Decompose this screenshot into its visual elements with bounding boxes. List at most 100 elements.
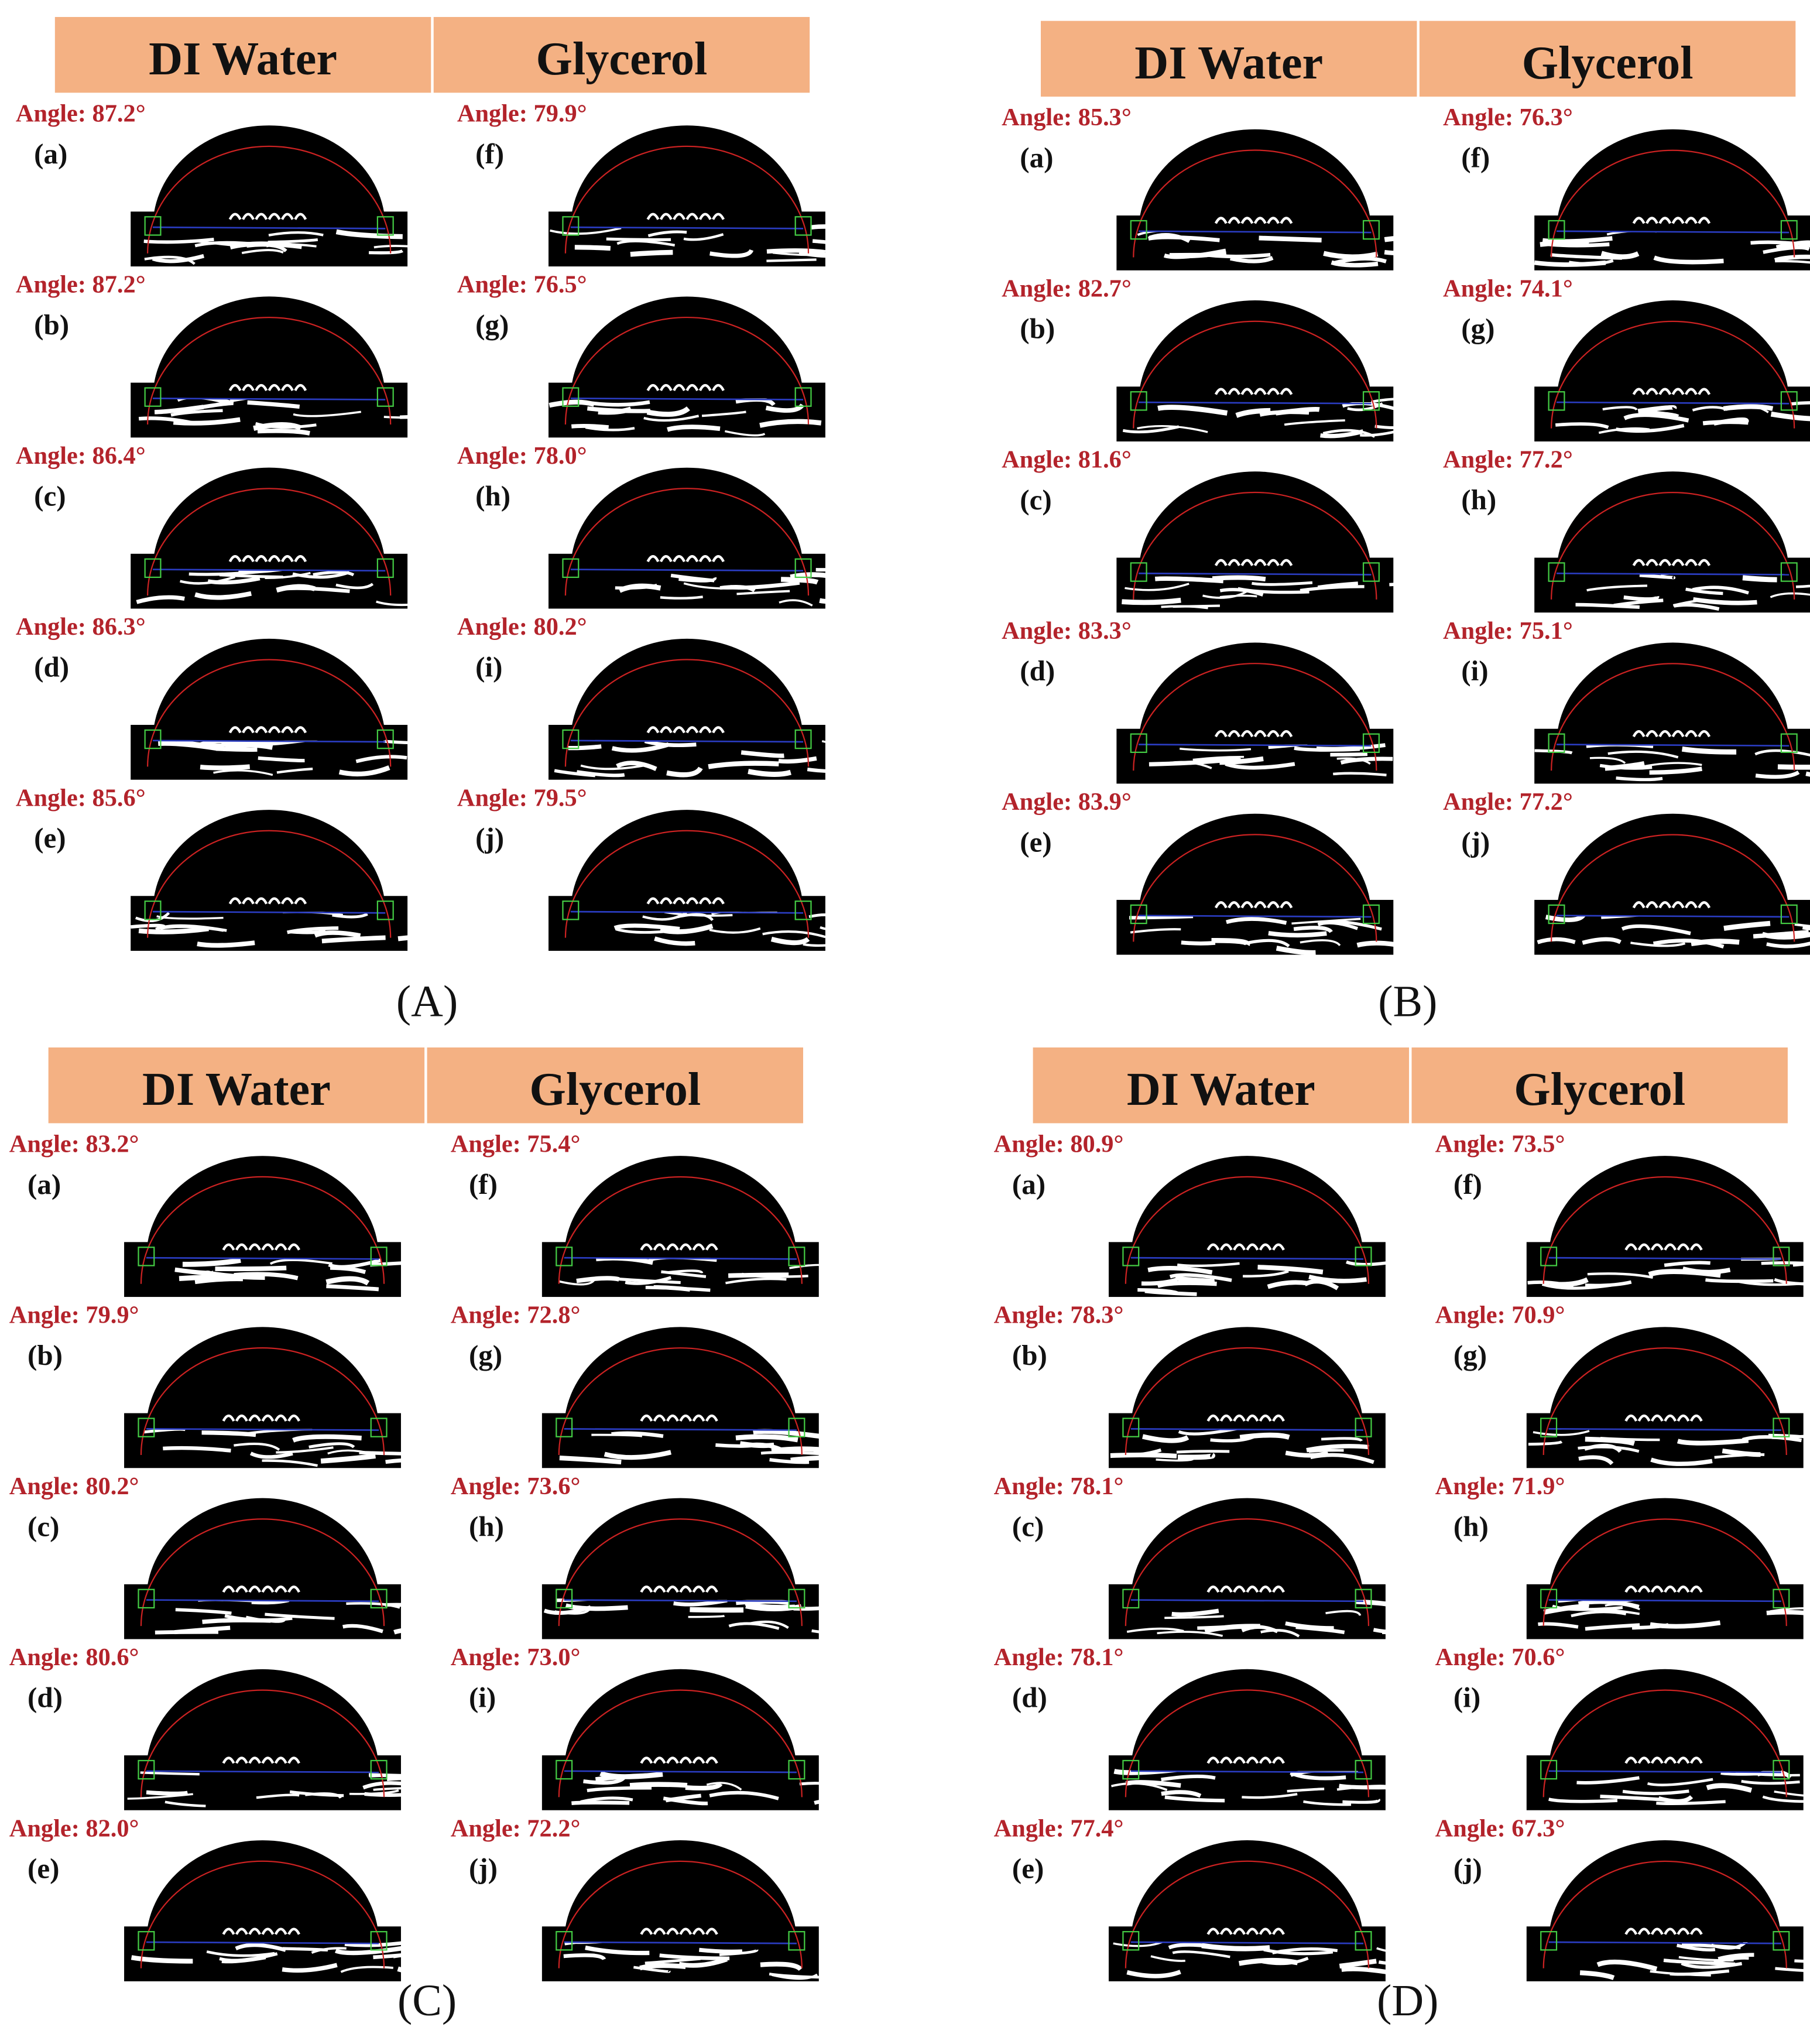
marker <box>1773 1588 1790 1609</box>
substrate-streak <box>1339 1959 1377 1969</box>
marker <box>556 1759 573 1780</box>
baseline <box>1139 401 1372 405</box>
sub-label: (d) <box>34 650 69 683</box>
substrate-streak <box>386 1775 441 1785</box>
column-header: Glycerol <box>1514 1063 1685 1115</box>
substrate-streak <box>807 765 871 773</box>
column-header: DI Water <box>1134 37 1323 89</box>
droplet-image <box>1108 1327 1386 1468</box>
substrate-streak <box>1252 581 1313 586</box>
reflection <box>1650 1927 1664 1935</box>
contact-angle: Angle: 74.1° <box>1443 275 1573 302</box>
substrate-streak <box>666 766 703 778</box>
contact-angle: Angle: 78.0° <box>457 442 587 470</box>
droplet-image <box>1108 1156 1418 1297</box>
reflection <box>1658 901 1672 909</box>
substrate-streak <box>1584 1443 1622 1453</box>
substrate-streak <box>1664 1261 1711 1267</box>
contact-angle: Angle: 71.9° <box>1435 1473 1565 1500</box>
marker <box>1362 220 1380 240</box>
substrate-streak <box>179 1273 248 1281</box>
substrate-streak <box>155 924 227 932</box>
substrate-streak <box>554 769 596 778</box>
reflection <box>1259 1414 1272 1422</box>
substrate-streak <box>683 233 724 241</box>
reflection <box>255 384 268 392</box>
reflection <box>679 1757 693 1764</box>
reflection <box>222 1243 235 1251</box>
substrate-streak <box>1384 245 1449 256</box>
contact-angle: Angle: 80.2° <box>457 613 587 641</box>
reflection <box>1650 1586 1664 1593</box>
substrate-streak <box>1630 941 1686 947</box>
reflection <box>646 726 660 734</box>
marker <box>1780 904 1798 925</box>
substrate-streak <box>1341 1966 1399 1977</box>
substrate-streak <box>1360 429 1401 437</box>
sub-label: (c) <box>28 1510 59 1542</box>
substrate-streak <box>1578 1455 1614 1466</box>
reflection <box>248 1586 262 1593</box>
substrate-streak <box>1727 405 1769 413</box>
substrate-streak <box>344 1940 410 1947</box>
substrate-streak <box>1663 1959 1736 1966</box>
sub-label: (i) <box>475 650 502 683</box>
reflection <box>268 555 281 563</box>
substrate-streak <box>332 912 368 919</box>
substrate-streak <box>249 1451 293 1459</box>
reflection <box>1689 1243 1703 1251</box>
reflection <box>1206 1757 1220 1764</box>
substrate-streak <box>585 1945 650 1956</box>
substrate-streak <box>1235 408 1271 418</box>
reflection <box>666 1414 679 1422</box>
substrate-streak <box>1681 1943 1741 1950</box>
baseline <box>1130 1428 1364 1431</box>
reflection <box>1698 217 1711 224</box>
substrate-streak <box>821 735 881 745</box>
marker <box>376 216 394 236</box>
drop <box>1548 1498 1781 1600</box>
substrate-streak <box>182 1258 241 1267</box>
sub-label: (g) <box>1454 1339 1487 1371</box>
fit-arc <box>558 1860 803 1968</box>
marker <box>370 1588 388 1609</box>
reflection <box>705 1414 718 1422</box>
droplet-image <box>124 1840 469 1981</box>
substrate-streak <box>1623 413 1689 423</box>
reflection <box>698 555 712 563</box>
reflection <box>1671 730 1685 738</box>
droplet-image <box>1526 1327 1810 1468</box>
substrate-streak <box>1244 939 1290 948</box>
substrate-streak <box>383 739 419 745</box>
reflection <box>1267 730 1280 738</box>
substrate-streak <box>1225 762 1295 770</box>
reflection <box>1684 901 1698 909</box>
substrate-streak <box>1616 776 1663 782</box>
substrate-streak <box>604 1450 672 1460</box>
reflection <box>228 384 242 392</box>
drop <box>570 810 804 912</box>
substrate-streak <box>1257 1265 1324 1275</box>
substrate-streak <box>654 936 695 946</box>
reflection <box>673 897 686 905</box>
substrate-streak <box>349 1789 399 1795</box>
substrate-streak <box>1242 1793 1298 1799</box>
baseline <box>1139 230 1372 234</box>
substrate-streak <box>1723 920 1771 931</box>
contact-angle: Angle: 83.2° <box>9 1130 139 1158</box>
substrate-streak <box>276 584 316 593</box>
substrate-streak <box>164 1800 206 1807</box>
reflection <box>248 1414 262 1422</box>
reflection <box>640 1243 653 1251</box>
contact-angle: Angle: 83.9° <box>1002 788 1132 816</box>
substrate-streak <box>1533 1430 1590 1436</box>
fit-arc <box>1542 1689 1787 1798</box>
contact-angle: Angle: 79.9° <box>9 1302 139 1329</box>
reflection <box>1219 1243 1233 1251</box>
droplet-image <box>124 1327 452 1468</box>
sub-label: (g) <box>475 309 509 341</box>
reflection <box>1637 1243 1651 1251</box>
substrate-streak <box>1169 1273 1232 1282</box>
droplet-image <box>124 1156 451 1297</box>
substrate-streak <box>1555 422 1609 429</box>
